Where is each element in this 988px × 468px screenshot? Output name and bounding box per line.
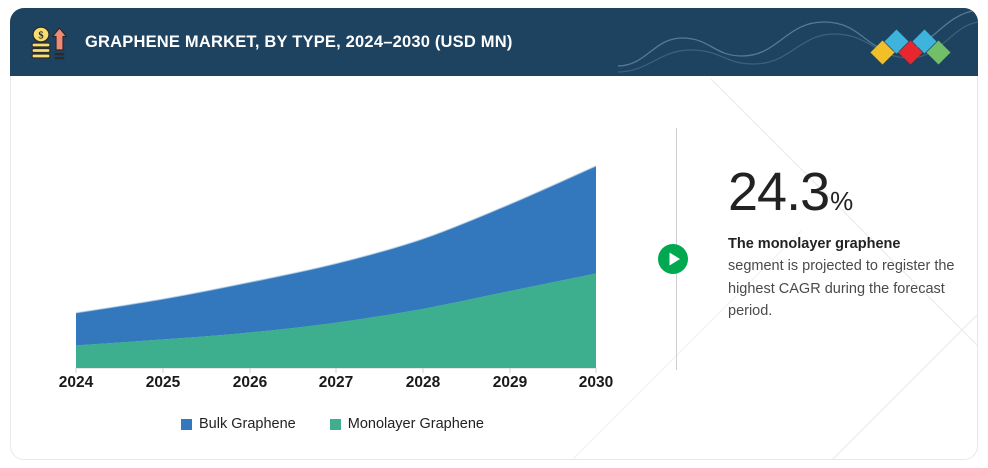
x-axis-labels: 2024 2025 2026 2027 2028 2029 2030 — [10, 374, 655, 400]
cagr-unit: % — [830, 186, 854, 216]
x-tick-2027: 2027 — [318, 374, 354, 391]
x-tick-2028: 2028 — [405, 374, 441, 391]
legend-item-bulk-graphene[interactable]: Bulk Graphene — [181, 416, 296, 432]
money-growth-icon: $ — [31, 26, 68, 60]
page-title: GRAPHENE MARKET, BY TYPE, 2024–2030 (USD… — [85, 32, 513, 51]
x-tick-2030: 2030 — [578, 374, 614, 391]
svg-text:$: $ — [38, 31, 43, 42]
legend-item-monolayer-graphene[interactable]: Monolayer Graphene — [329, 416, 484, 432]
cagr-stat: 24.3 % — [728, 165, 958, 219]
insight-highlight: The monolayer graphene — [728, 236, 901, 252]
x-tick-2026: 2026 — [232, 374, 268, 391]
insight-body: segment is projected to register the hig… — [728, 258, 955, 320]
stacked-area-chart — [75, 165, 597, 373]
insight-panel: 24.3 % The monolayer graphene segment is… — [728, 165, 958, 323]
chart-area: 2024 2025 2026 2027 2028 2029 2030 Bulk … — [10, 76, 655, 460]
x-tick-2024: 2024 — [58, 374, 94, 391]
legend-swatch-monolayer-graphene — [329, 418, 341, 430]
cagr-value: 24.3 — [728, 162, 830, 222]
legend-swatch-bulk-graphene — [181, 418, 193, 430]
chart-legend: Bulk Graphene Monolayer Graphene — [10, 416, 655, 432]
insight-description: The monolayer graphene segment is projec… — [728, 233, 958, 323]
header-bar: $ GRAPHENE MARKET, BY TYPE, 2024–2030 (U… — [10, 8, 978, 76]
legend-label-monolayer-graphene: Monolayer Graphene — [347, 416, 484, 432]
series-area-bulk-graphene-fill — [76, 165, 596, 346]
series-edge-bulk-graphene — [75, 165, 597, 314]
x-tick-2025: 2025 — [145, 374, 181, 391]
play-circle-icon[interactable] — [657, 243, 689, 275]
series-area-monolayer-graphene — [76, 273, 596, 368]
x-tick-2029: 2029 — [492, 374, 528, 391]
legend-label-bulk-graphene: Bulk Graphene — [199, 416, 296, 432]
diamond-logo — [870, 29, 951, 65]
